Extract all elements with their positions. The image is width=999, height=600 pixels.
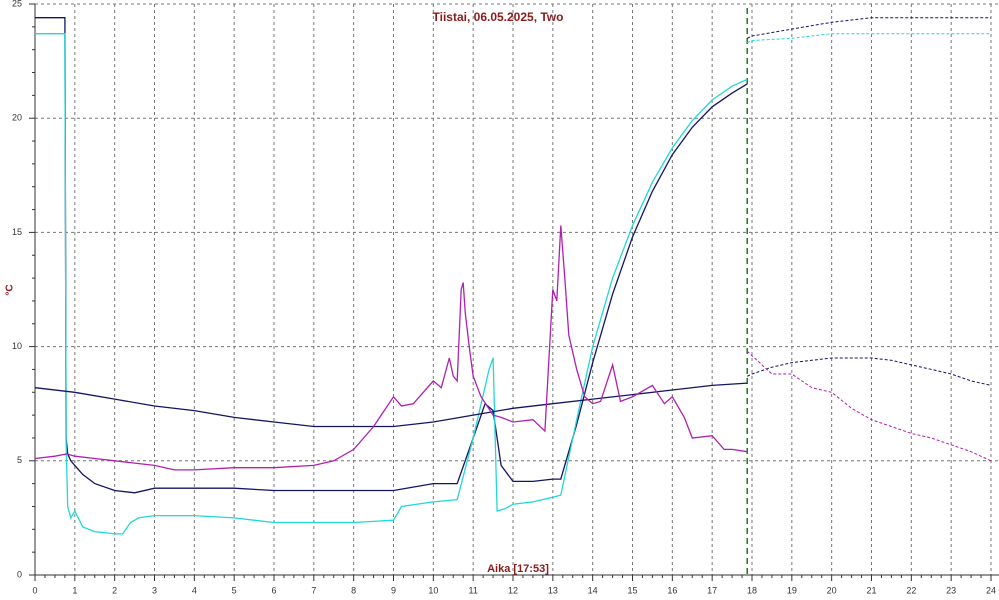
x-tick-label: 14	[588, 585, 598, 595]
x-tick-label: 4	[192, 585, 197, 595]
y-tick-label: 5	[17, 455, 22, 465]
x-tick-label: 13	[548, 585, 558, 595]
series-line	[746, 33, 991, 44]
x-axis-label: Aika [17:53]	[487, 563, 549, 575]
series-line	[746, 357, 992, 386]
x-tick-label: 18	[747, 585, 757, 595]
y-tick-label: 25	[12, 0, 22, 8]
y-axis-label: °C	[5, 284, 16, 295]
x-tick-label: 21	[866, 585, 876, 595]
x-tick-label: 0	[32, 585, 37, 595]
x-tick-label: 20	[827, 585, 837, 595]
series-line	[35, 33, 748, 535]
x-tick-label: 23	[946, 585, 956, 595]
x-tick-label: 19	[787, 585, 797, 595]
x-tick-label: 17	[707, 585, 717, 595]
x-tick-label: 7	[311, 585, 316, 595]
series-line	[34, 382, 748, 428]
x-tick-label: 5	[232, 585, 237, 595]
x-tick-label: 24	[986, 585, 996, 595]
x-tick-label: 6	[271, 585, 276, 595]
series-line	[746, 350, 992, 462]
x-tick-label: 8	[351, 585, 356, 595]
x-tick-label: 15	[627, 585, 637, 595]
x-tick-label: 12	[508, 585, 518, 595]
x-tick-label: 1	[72, 585, 77, 595]
series-line	[34, 225, 748, 471]
y-tick-label: 20	[12, 113, 22, 123]
x-tick-label: 11	[468, 585, 477, 595]
y-tick-label: 15	[12, 227, 22, 237]
series-line	[35, 17, 748, 494]
x-tick-label: 10	[428, 585, 438, 595]
x-tick-label: 3	[152, 585, 157, 595]
x-tick-label: 9	[391, 585, 396, 595]
x-tick-label: 16	[667, 585, 677, 595]
series-line	[746, 17, 991, 39]
chart-title: Tiistai, 06.05.2025, Two	[433, 10, 564, 24]
y-tick-label: 10	[12, 341, 22, 351]
x-tick-label: 22	[906, 585, 916, 595]
y-tick-label: 0	[17, 569, 22, 579]
x-tick-label: 2	[112, 585, 117, 595]
